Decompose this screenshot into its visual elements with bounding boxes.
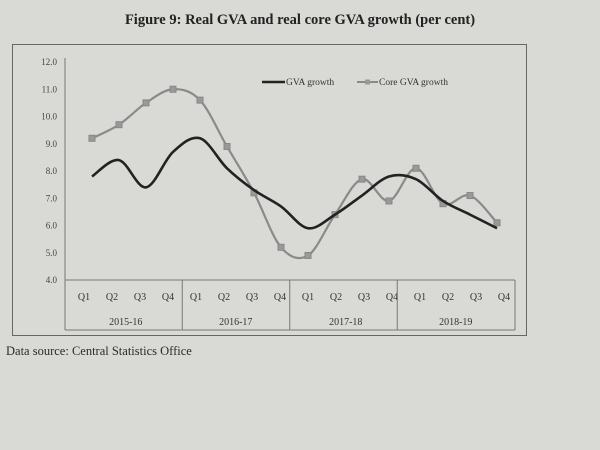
x-group-label: 2017-18 [329,317,362,328]
core-gva-marker [196,96,204,104]
x-tick-label: Q4 [274,292,286,303]
y-tick-label: 10.0 [41,112,57,122]
core-gva-marker [169,85,177,93]
x-tick-label: Q2 [442,292,454,303]
legend-gva-label: GVA growth [286,78,334,88]
y-tick-label: 12.0 [41,57,57,67]
x-tick-label: Q1 [190,292,202,303]
core-gva-marker [115,121,123,129]
x-tick-label: Q2 [330,292,342,303]
x-tick-label: Q1 [78,292,90,303]
core-gva-marker [412,164,420,172]
x-tick-label: Q2 [106,292,118,303]
chart-frame [12,44,527,336]
core-gva-line [91,88,498,260]
x-tick-label: Q1 [302,292,314,303]
y-tick-label: 7.0 [46,193,58,203]
x-tick-label: Q4 [498,292,510,303]
core-gva-marker [304,251,312,259]
core-gva-marker [493,219,501,227]
legend-core-label: Core GVA growth [379,78,448,88]
x-group-label: 2018-19 [439,317,472,328]
x-tick-label: Q3 [246,292,258,303]
data-source: Data source: Central Statistics Office [6,344,192,358]
core-gva-marker [142,99,150,107]
gva-line [91,136,498,230]
core-gva-marker [466,192,474,200]
x-tick-label: Q4 [386,292,398,303]
core-gva-marker [223,142,231,150]
y-tick-label: 11.0 [42,84,58,94]
y-tick-label: 6.0 [46,221,58,231]
x-tick-label: Q3 [470,292,482,303]
y-tick-label: 5.0 [46,248,58,258]
x-tick-label: Q1 [414,292,426,303]
core-gva-marker [385,197,393,205]
core-gva-marker [358,175,366,183]
x-tick-label: Q2 [218,292,230,303]
x-group-label: 2015-16 [109,317,142,328]
chart-title: Figure 9: Real GVA and real core GVA gro… [124,12,476,28]
y-tick-label: 8.0 [46,166,58,176]
x-tick-label: Q4 [162,292,174,303]
x-tick-label: Q3 [134,292,146,303]
core-gva-marker [88,134,96,142]
y-tick-label: 9.0 [46,139,58,149]
core-gva-marker [277,243,285,251]
legend-core-marker [365,79,370,85]
y-tick-label: 4.0 [46,275,58,285]
x-group-label: 2016-17 [219,317,252,328]
x-tick-label: Q3 [358,292,370,303]
